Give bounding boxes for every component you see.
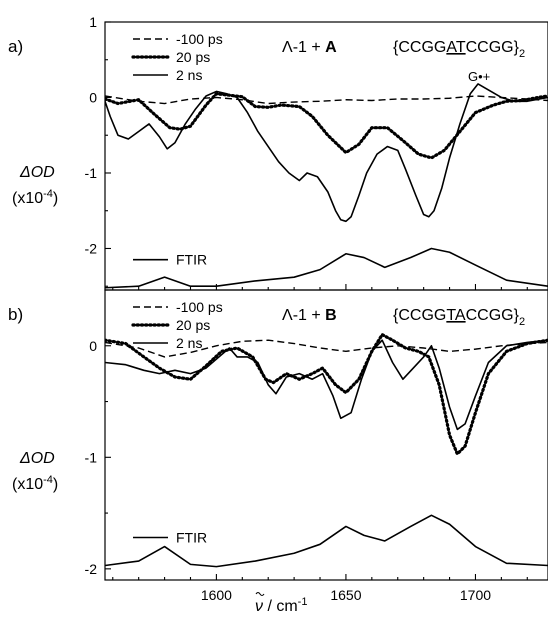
panel-label: a) — [8, 37, 23, 56]
legend-label: 2 ns — [176, 67, 202, 83]
y-axis-label: ΔOD — [19, 164, 55, 181]
series-line-dotted — [105, 92, 548, 160]
legend-label: 20 ps — [176, 49, 210, 65]
legend-label: -100 ps — [176, 31, 223, 47]
series-line-dotted — [105, 333, 548, 456]
y-axis-unit: (x10-4) — [12, 188, 58, 207]
panel-title: Λ-1 + B — [282, 307, 337, 324]
legend-label: -100 ps — [176, 299, 223, 315]
panel-a: 1 0 -1 -2 -100 ps 20 ps 2 ns FTIR a) Λ-1 + A {CCGG… — [8, 14, 548, 291]
series-line-dashed — [105, 339, 548, 358]
legend-label: 20 ps — [176, 317, 210, 333]
y-axis-unit: (x10-4) — [12, 474, 58, 493]
x-tick-label: 1700 — [460, 587, 491, 603]
series-line-dashed — [105, 95, 548, 105]
y-tick-label: -1 — [85, 165, 98, 181]
y-tick-label: 1 — [89, 14, 97, 30]
plot-frame — [104, 289, 548, 581]
radical-annotation: G•+ — [468, 69, 490, 84]
x-axis-title: ν / cm-1 — [255, 591, 307, 615]
plot-frame — [104, 21, 548, 291]
ftir-line — [105, 514, 548, 568]
ftir-legend-label: FTIR — [176, 530, 207, 546]
ftir-line — [105, 247, 548, 289]
x-axis-label: ν / cm-1 — [255, 596, 307, 615]
y-tick-label: 0 — [89, 89, 97, 105]
dna-sequence: {CCGGTACCGG}2 — [393, 307, 525, 328]
y-tick-label: -2 — [85, 561, 98, 577]
panel-label: b) — [8, 305, 23, 324]
y-axis-label: ΔOD — [19, 450, 55, 467]
y-tick-label: -2 — [85, 240, 98, 256]
legend-label: 2 ns — [176, 335, 202, 351]
panel-title: Λ-1 + A — [282, 39, 337, 56]
dna-sequence: {CCGGATCCGG}2 — [393, 39, 525, 60]
panel-b: 0 -1 -2 1600 1650 1700 -100 ps 20 ps 2 ns FTIR b) Λ… — [8, 289, 548, 603]
ftir-legend-label: FTIR — [176, 252, 207, 268]
x-tick-label: 1650 — [330, 587, 361, 603]
x-tick-label: 1600 — [201, 587, 232, 603]
series-line-solid — [105, 339, 548, 431]
y-tick-label: -1 — [85, 449, 98, 465]
series-line-solid — [105, 83, 548, 223]
tilde-mark — [255, 591, 265, 597]
y-tick-label: 0 — [89, 338, 97, 354]
